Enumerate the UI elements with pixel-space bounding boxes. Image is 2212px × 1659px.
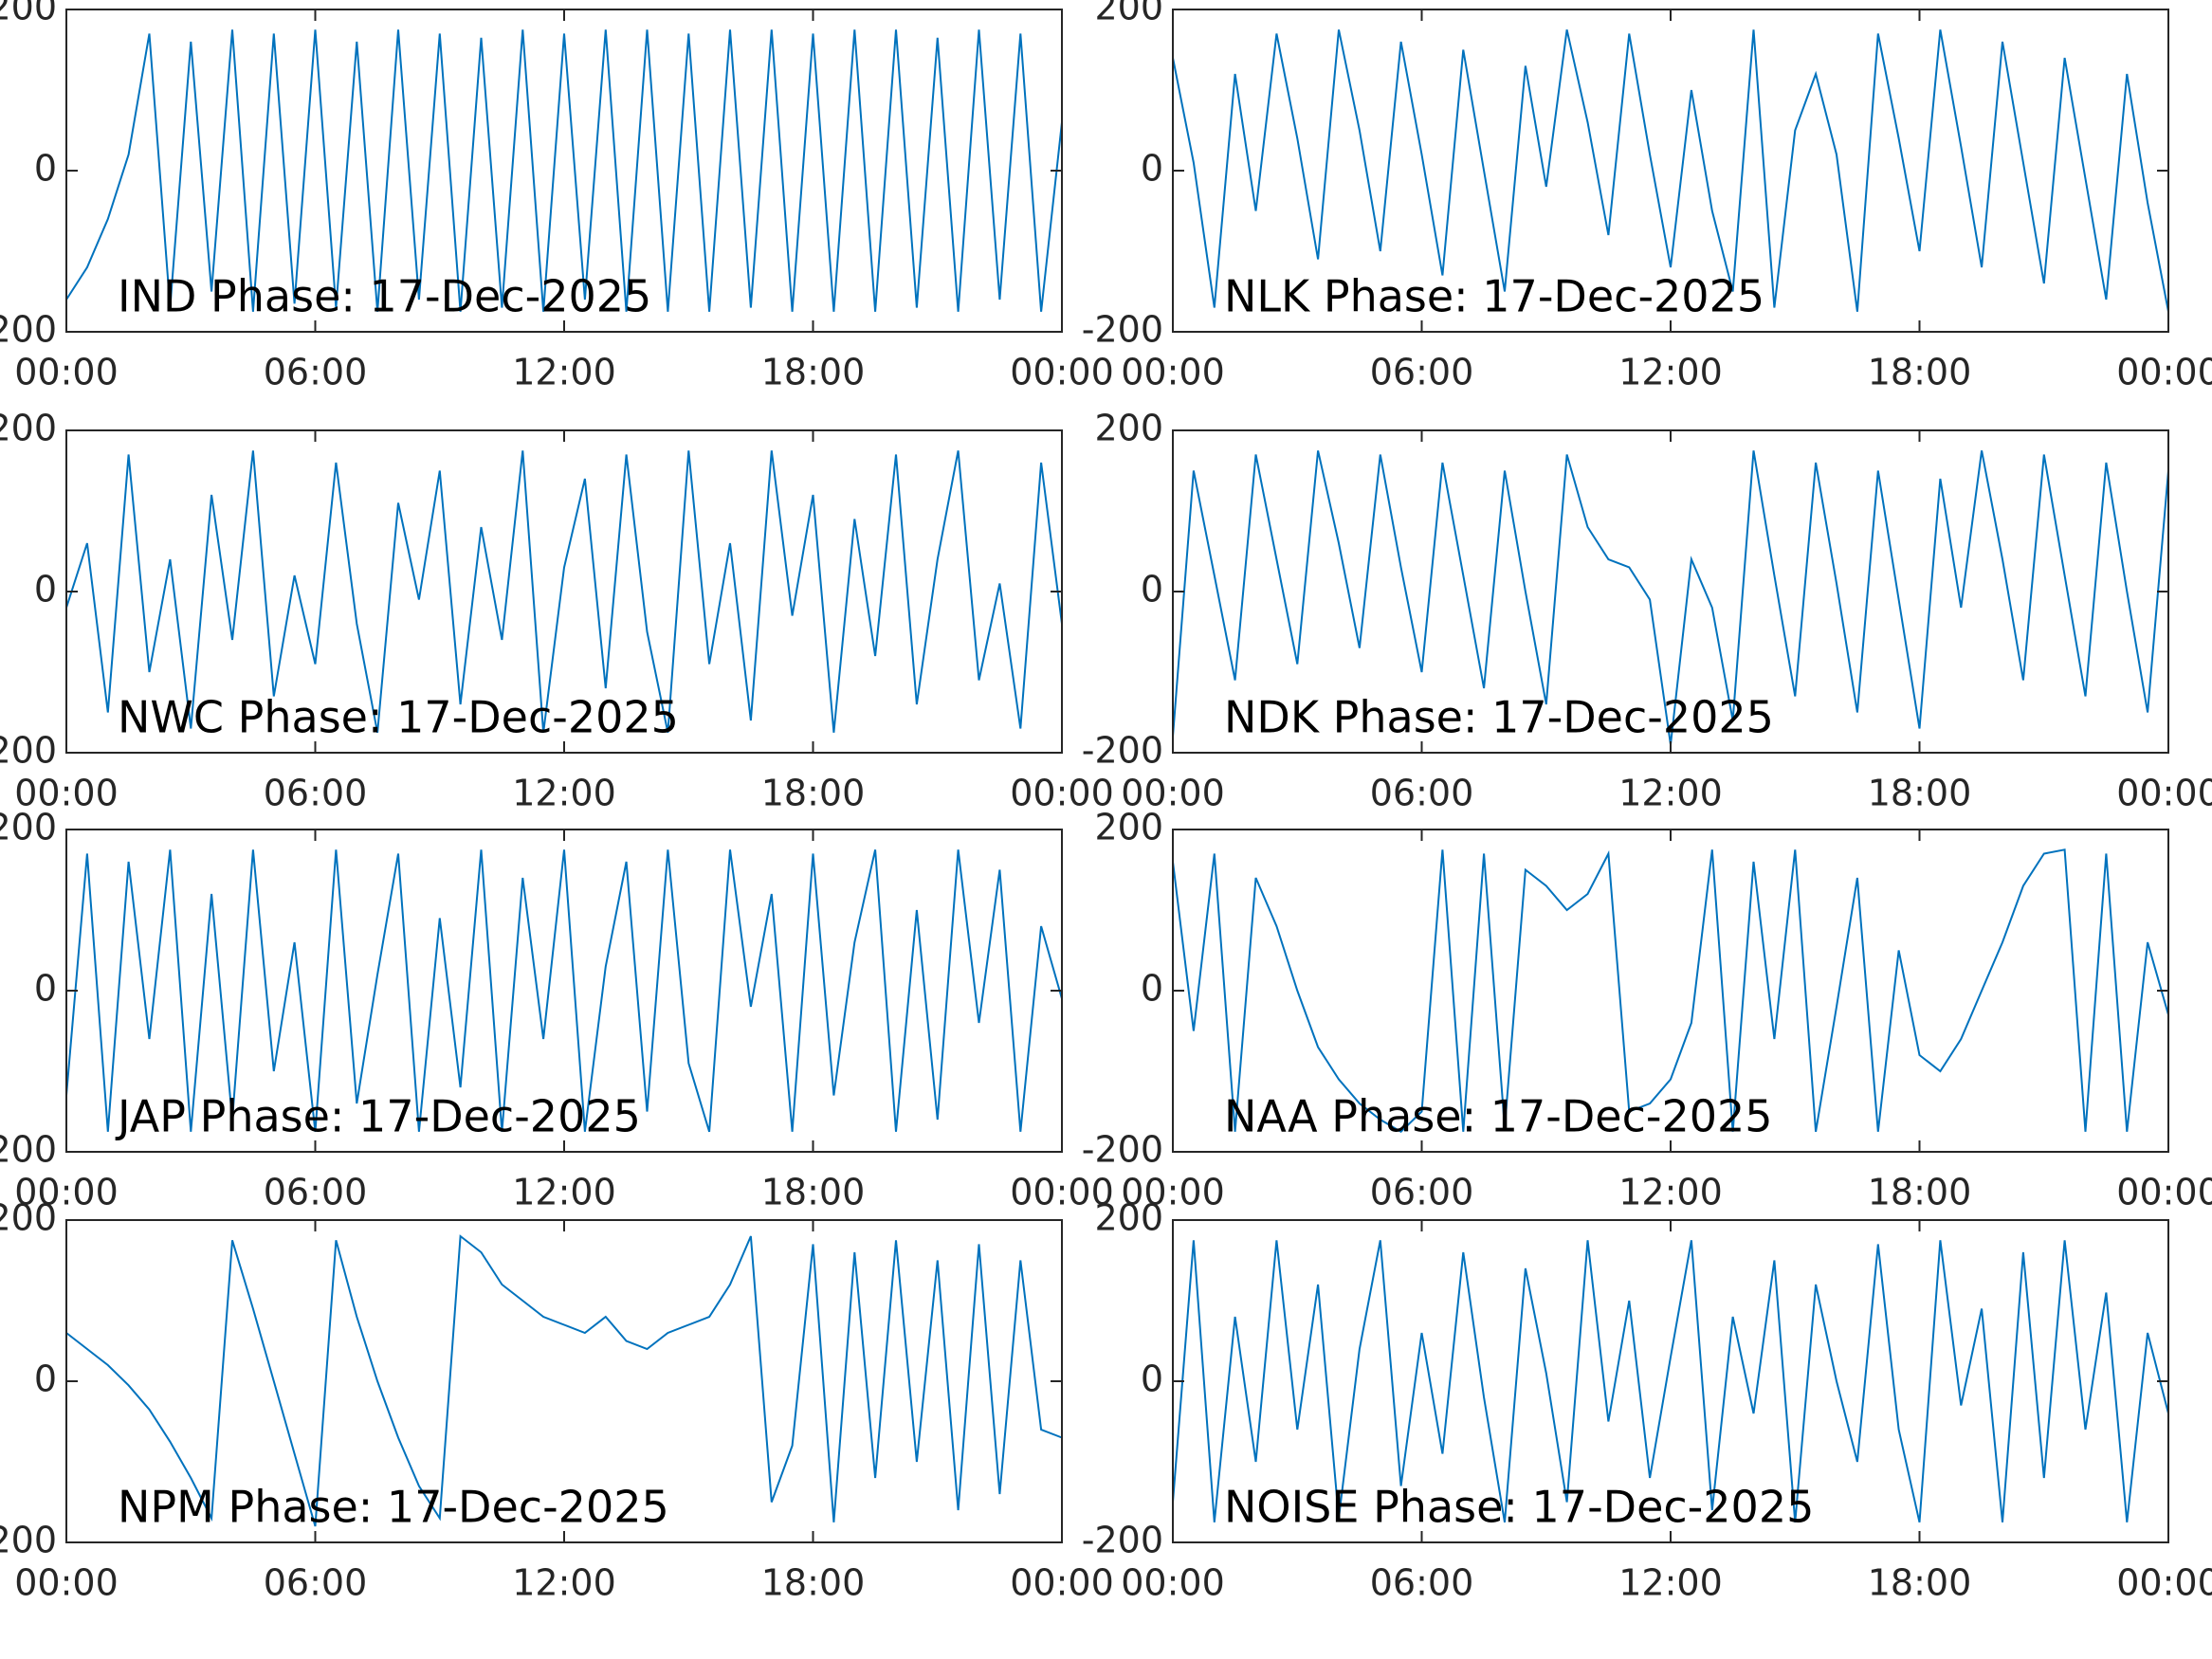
panel-title: NDK Phase: 17-Dec-2025 xyxy=(1224,692,1774,743)
y-tick-label: 0 xyxy=(34,968,57,1010)
x-tick-label: 06:00 xyxy=(264,1562,368,1604)
y-tick-label: -200 xyxy=(0,730,57,772)
x-tick-label: 00:00 xyxy=(2116,773,2212,814)
phase-line xyxy=(65,450,1063,734)
axes-background xyxy=(1173,830,2168,1152)
y-tick-label: 200 xyxy=(0,408,57,449)
x-tick-label: 12:00 xyxy=(1618,1562,1723,1604)
x-tick-label: 18:00 xyxy=(1868,1172,1972,1213)
x-tick-label: 00:00 xyxy=(1010,1562,1114,1604)
axes-background xyxy=(66,9,1062,332)
y-tick-label: -200 xyxy=(0,309,57,351)
x-tick-label: 00:00 xyxy=(14,1562,119,1604)
panel-title: NLK Phase: 17-Dec-2025 xyxy=(1224,271,1764,322)
x-tick-label: 18:00 xyxy=(761,352,866,393)
panel-title: NOISE Phase: 17-Dec-2025 xyxy=(1224,1482,1814,1533)
x-tick-label: 06:00 xyxy=(264,1172,368,1213)
x-tick-label: 00:00 xyxy=(1121,1562,1225,1604)
x-tick-label: 00:00 xyxy=(1010,773,1114,814)
y-tick-label: -200 xyxy=(1082,1520,1163,1561)
x-tick-label: 18:00 xyxy=(1868,1562,1972,1604)
y-tick-label: -200 xyxy=(0,1129,57,1171)
x-tick-label: 06:00 xyxy=(1370,773,1474,814)
phase-line xyxy=(1172,1240,2169,1523)
panel-title: NAA Phase: 17-Dec-2025 xyxy=(1224,1091,1773,1142)
x-tick-label: 18:00 xyxy=(761,773,866,814)
y-tick-label: 200 xyxy=(0,807,57,848)
y-tick-label: 0 xyxy=(1141,148,1163,190)
x-tick-label: 00:00 xyxy=(1121,352,1225,393)
x-tick-label: 18:00 xyxy=(761,1562,866,1604)
phase-line xyxy=(1172,29,2169,312)
y-tick-label: 0 xyxy=(34,569,57,611)
x-tick-label: 06:00 xyxy=(264,352,368,393)
x-tick-label: 12:00 xyxy=(1618,773,1723,814)
x-tick-label: 00:00 xyxy=(1010,1172,1114,1213)
y-tick-label: -200 xyxy=(1082,730,1163,772)
x-tick-label: 12:00 xyxy=(512,1562,616,1604)
x-tick-label: 00:00 xyxy=(14,1172,119,1213)
y-tick-label: 0 xyxy=(1141,1358,1163,1400)
x-tick-label: 00:00 xyxy=(1121,773,1225,814)
x-tick-label: 00:00 xyxy=(1121,1172,1225,1213)
x-tick-label: 00:00 xyxy=(14,773,119,814)
panel-title: IND Phase: 17-Dec-2025 xyxy=(118,271,651,322)
axes-background xyxy=(1173,1220,2168,1542)
phase-line xyxy=(65,849,1063,1133)
y-tick-label: 200 xyxy=(1094,0,1163,28)
x-tick-label: 12:00 xyxy=(512,352,616,393)
y-tick-label: 200 xyxy=(0,0,57,28)
y-tick-label: 200 xyxy=(1094,408,1163,449)
axes-background xyxy=(66,430,1062,753)
phase-line xyxy=(1172,848,2169,1134)
axes-background xyxy=(1173,430,2168,753)
x-tick-label: 18:00 xyxy=(1868,352,1972,393)
y-tick-label: 0 xyxy=(34,1358,57,1400)
axes-background xyxy=(66,830,1062,1152)
y-tick-label: 200 xyxy=(1094,1197,1163,1239)
y-tick-label: 0 xyxy=(1141,569,1163,611)
axes-background xyxy=(66,1220,1062,1542)
x-tick-label: 18:00 xyxy=(1868,773,1972,814)
x-tick-label: 00:00 xyxy=(2116,1562,2212,1604)
y-tick-label: -200 xyxy=(0,1520,57,1561)
phase-line xyxy=(65,29,1063,312)
y-tick-label: -200 xyxy=(1082,309,1163,351)
x-tick-label: 12:00 xyxy=(1618,352,1723,393)
phase-line xyxy=(65,1234,1063,1527)
x-tick-label: 06:00 xyxy=(1370,352,1474,393)
x-tick-label: 12:00 xyxy=(512,773,616,814)
y-tick-label: 0 xyxy=(34,148,57,190)
panel-title: JAP Phase: 17-Dec-2025 xyxy=(115,1091,641,1142)
x-tick-label: 06:00 xyxy=(1370,1172,1474,1213)
x-tick-label: 12:00 xyxy=(512,1172,616,1213)
y-tick-label: 0 xyxy=(1141,968,1163,1010)
x-tick-label: 00:00 xyxy=(1010,352,1114,393)
x-tick-label: 06:00 xyxy=(1370,1562,1474,1604)
y-tick-label: -200 xyxy=(1082,1129,1163,1171)
panel-title: NWC Phase: 17-Dec-2025 xyxy=(118,692,679,743)
x-tick-label: 00:00 xyxy=(2116,1172,2212,1213)
x-tick-label: 18:00 xyxy=(761,1172,866,1213)
y-tick-label: 200 xyxy=(1094,807,1163,848)
axes-background xyxy=(1173,9,2168,332)
x-tick-label: 12:00 xyxy=(1618,1172,1723,1213)
x-tick-label: 00:00 xyxy=(2116,352,2212,393)
x-tick-label: 00:00 xyxy=(14,352,119,393)
y-tick-label: 200 xyxy=(0,1197,57,1239)
panel-title: NPM Phase: 17-Dec-2025 xyxy=(118,1482,669,1533)
x-tick-label: 06:00 xyxy=(264,773,368,814)
